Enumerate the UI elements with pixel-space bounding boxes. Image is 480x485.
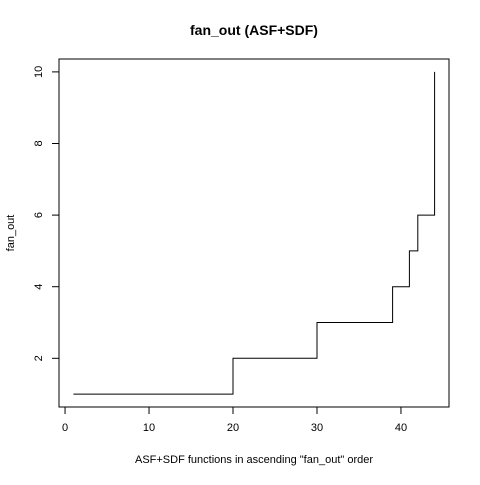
x-tick-label: 0 xyxy=(62,422,68,434)
y-tick-label: 2 xyxy=(33,355,45,361)
x-tick-label: 40 xyxy=(395,422,407,434)
x-tick-label: 20 xyxy=(227,422,239,434)
series-step-line xyxy=(73,71,436,395)
x-tick-label: 10 xyxy=(143,422,155,434)
y-tick-label: 6 xyxy=(33,212,45,218)
y-tick-label: 10 xyxy=(33,66,45,78)
chart-title: fan_out (ASF+SDF) xyxy=(190,22,318,38)
y-tick-label: 8 xyxy=(33,140,45,146)
y-axis-label: fan_out xyxy=(5,215,17,252)
y-tick-label: 4 xyxy=(33,284,45,290)
y-axis: 2 4 6 8 10 xyxy=(33,66,60,361)
x-axis: 0 10 20 30 40 xyxy=(62,406,407,434)
x-tick-label: 30 xyxy=(311,422,323,434)
x-axis-label: ASF+SDF functions in ascending "fan_out"… xyxy=(135,454,373,466)
plot-frame xyxy=(58,58,450,408)
